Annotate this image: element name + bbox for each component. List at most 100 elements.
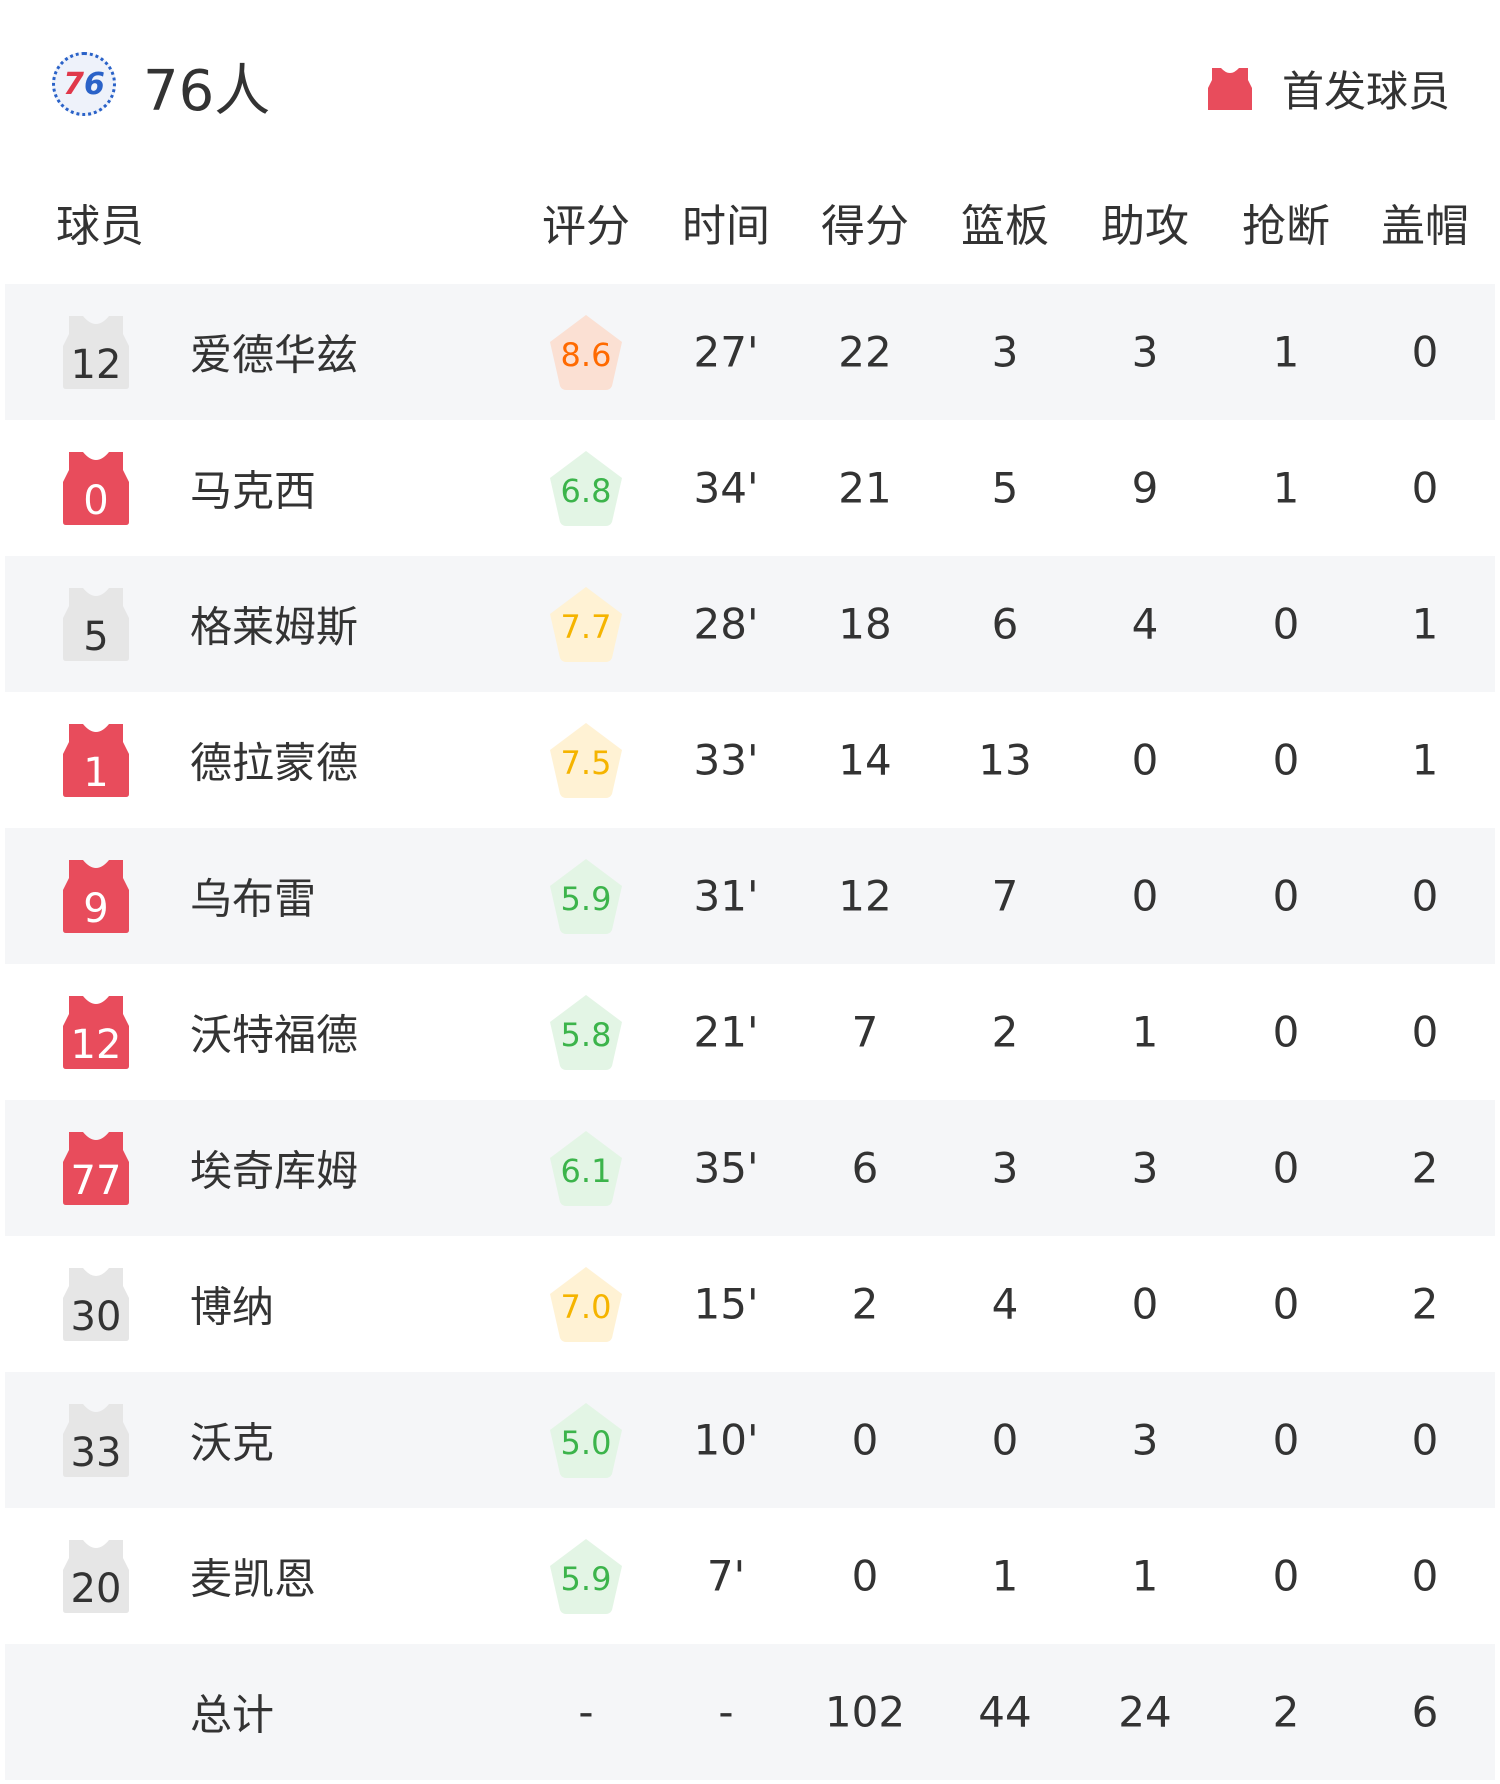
- stat-pts: 0: [851, 1551, 879, 1601]
- stat-stl: 0: [1272, 1007, 1300, 1057]
- rating-value: 7.5: [560, 744, 612, 782]
- rating-badge: 5.8: [546, 992, 626, 1072]
- total-reb: 44: [978, 1687, 1032, 1737]
- jersey-icon: 5: [61, 586, 131, 662]
- column-header[interactable]: 助攻: [1101, 201, 1189, 252]
- stat-min: 33': [693, 735, 759, 785]
- player-name[interactable]: 沃特福德: [190, 1010, 359, 1060]
- jersey-icon: 9: [61, 858, 131, 934]
- stat-ast: 0: [1131, 1279, 1159, 1329]
- jersey-number: 30: [70, 1294, 122, 1340]
- total-stl: 2: [1272, 1687, 1300, 1737]
- stat-min: 27': [693, 327, 759, 377]
- stat-blk: 0: [1411, 327, 1439, 377]
- stat-min: 35': [693, 1143, 759, 1193]
- player-name[interactable]: 格莱姆斯: [190, 602, 359, 652]
- jersey-icon: 33: [61, 1402, 131, 1478]
- stat-stl: 1: [1272, 327, 1300, 377]
- rating-value: 7.0: [560, 1288, 612, 1326]
- jersey-icon: 30: [61, 1266, 131, 1342]
- stat-reb: 1: [991, 1551, 1019, 1601]
- stat-ast: 1: [1131, 1007, 1159, 1057]
- player-row[interactable]: 9 乌布雷 5.9 31' 12 7 0 0 0: [5, 828, 1495, 964]
- stat-stl: 1: [1272, 463, 1300, 513]
- rating-value: 7.7: [560, 608, 612, 646]
- stat-reb: 2: [991, 1007, 1019, 1057]
- jersey-icon: 20: [61, 1538, 131, 1614]
- stat-blk: 1: [1411, 599, 1439, 649]
- legend-label: 首发球员: [1281, 67, 1450, 116]
- rating-badge: 6.8: [546, 448, 626, 528]
- stat-min: 28': [693, 599, 759, 649]
- player-row[interactable]: 12 爱德华兹 8.6 27' 22 3 3 1 0: [5, 284, 1495, 420]
- stat-min: 31': [693, 871, 759, 921]
- jersey-number: 12: [70, 1022, 122, 1068]
- player-row[interactable]: 5 格莱姆斯 7.7 28' 18 6 4 0 1: [5, 556, 1495, 692]
- total-rating: -: [578, 1687, 594, 1737]
- player-row[interactable]: 1 德拉蒙德 7.5 33' 14 13 0 0 1: [5, 692, 1495, 828]
- rating-value: 6.8: [560, 472, 612, 510]
- stat-ast: 3: [1131, 327, 1159, 377]
- starter-legend: 首发球员: [1207, 58, 1450, 119]
- stat-blk: 2: [1411, 1143, 1439, 1193]
- stat-stl: 0: [1272, 735, 1300, 785]
- column-header[interactable]: 盖帽: [1381, 201, 1469, 252]
- player-name[interactable]: 马克西: [190, 466, 317, 516]
- rating-value: 8.6: [560, 336, 612, 374]
- rating-badge: 5.9: [546, 856, 626, 936]
- stat-reb: 3: [991, 327, 1019, 377]
- jersey-number: 5: [83, 614, 109, 660]
- jersey-number: 77: [70, 1158, 122, 1204]
- stat-ast: 1: [1131, 1551, 1159, 1601]
- stat-stl: 0: [1272, 1143, 1300, 1193]
- team-name: 76人: [143, 59, 271, 124]
- stat-pts: 22: [838, 327, 892, 377]
- stat-pts: 21: [838, 463, 892, 513]
- player-row[interactable]: 30 博纳 7.0 15' 2 4 0 0 2: [5, 1236, 1495, 1372]
- stat-blk: 2: [1411, 1279, 1439, 1329]
- player-name[interactable]: 乌布雷: [190, 874, 317, 924]
- player-name[interactable]: 爱德华兹: [190, 330, 359, 380]
- column-header[interactable]: 评分: [542, 201, 630, 252]
- jersey-icon: 0: [61, 450, 131, 526]
- jersey-icon: 1: [61, 722, 131, 798]
- player-name[interactable]: 埃奇库姆: [190, 1146, 359, 1196]
- column-header[interactable]: 篮板: [961, 201, 1049, 252]
- jersey-number: 20: [70, 1566, 122, 1612]
- column-header[interactable]: 球员: [56, 201, 144, 252]
- jersey-number: 12: [70, 342, 122, 388]
- total-row: 总计 - - 102 44 24 2 6: [5, 1644, 1495, 1780]
- stat-pts: 14: [838, 735, 892, 785]
- stat-blk: 0: [1411, 1415, 1439, 1465]
- player-name[interactable]: 德拉蒙德: [190, 738, 359, 788]
- player-row[interactable]: 77 埃奇库姆 6.1 35' 6 3 3 0 2: [5, 1100, 1495, 1236]
- stat-reb: 0: [991, 1415, 1019, 1465]
- stat-ast: 4: [1131, 599, 1159, 649]
- player-row[interactable]: 12 沃特福德 5.8 21' 7 2 1 0 0: [5, 964, 1495, 1100]
- player-name[interactable]: 沃克: [190, 1418, 275, 1468]
- rating-badge: 6.1: [546, 1128, 626, 1208]
- jersey-icon: 77: [61, 1130, 131, 1206]
- stat-min: 15': [693, 1279, 759, 1329]
- player-name[interactable]: 博纳: [190, 1282, 275, 1332]
- player-row[interactable]: 33 沃克 5.0 10' 0 0 3 0 0: [5, 1372, 1495, 1508]
- column-header[interactable]: 时间: [682, 201, 770, 252]
- rating-badge: 5.0: [546, 1400, 626, 1480]
- stat-min: 7': [706, 1551, 746, 1601]
- stat-blk: 0: [1411, 1007, 1439, 1057]
- player-row[interactable]: 20 麦凯恩 5.9 7' 0 1 1 0 0: [5, 1508, 1495, 1644]
- column-header[interactable]: 抢断: [1242, 201, 1330, 252]
- rating-badge: 7.7: [546, 584, 626, 664]
- player-name[interactable]: 麦凯恩: [190, 1554, 317, 1604]
- jersey-icon: 12: [61, 994, 131, 1070]
- total-ast: 24: [1118, 1687, 1172, 1737]
- rating-value: 5.0: [560, 1424, 612, 1462]
- player-row[interactable]: 0 马克西 6.8 34' 21 5 9 1 0: [5, 420, 1495, 556]
- stat-min: 34': [693, 463, 759, 513]
- total-min: -: [718, 1687, 734, 1737]
- rating-value: 6.1: [560, 1152, 612, 1190]
- stat-reb: 3: [991, 1143, 1019, 1193]
- column-header[interactable]: 得分: [821, 201, 909, 252]
- jersey-icon: 12: [61, 314, 131, 390]
